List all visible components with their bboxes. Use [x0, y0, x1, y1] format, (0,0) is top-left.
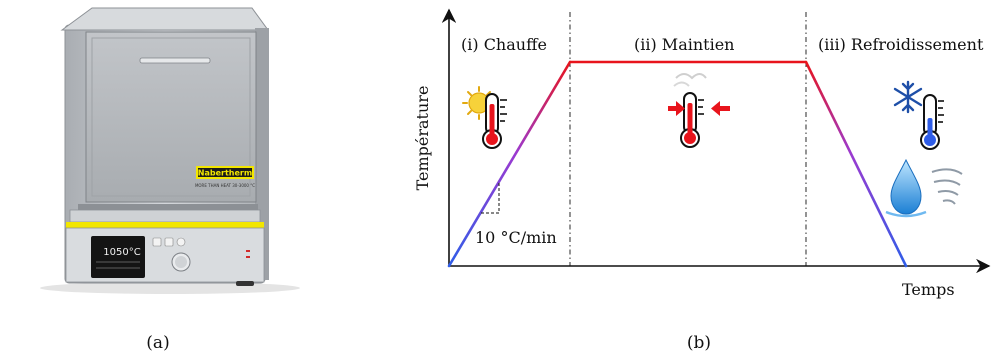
control-button	[176, 237, 186, 247]
slope-indicator	[481, 183, 500, 214]
brand-text: Nabertherm	[198, 169, 252, 178]
door-handle	[139, 57, 211, 64]
rate-label: 10 °C/min	[475, 228, 557, 247]
cooling-ramp	[804, 60, 908, 268]
x-axis-label: Temps	[902, 280, 955, 299]
caption-b: (b)	[687, 333, 711, 353]
brand-tagline: MORE THAN HEAT 30-3000 °C	[195, 183, 255, 188]
hold-thermometer-icon	[668, 73, 730, 148]
heating-ramp	[447, 60, 572, 268]
accent-stripe	[66, 222, 264, 228]
sun-thermometer-icon	[462, 86, 507, 149]
snow-thermometer-icon	[893, 80, 944, 150]
controller-display	[91, 236, 145, 278]
phase-label-holding: (ii) Maintien	[634, 35, 734, 54]
phase-label-cooling: (iii) Refroidissement	[818, 35, 984, 54]
furnace-photo: Nabertherm MORE THAN HEAT 30-3000 °C 105…	[40, 7, 300, 294]
caption-a: (a)	[146, 333, 169, 353]
control-button	[164, 237, 174, 247]
control-button	[152, 237, 162, 247]
water-wind-icon	[885, 158, 963, 218]
y-axis-label: Température	[413, 86, 432, 191]
phase-label-heating: (i) Chauffe	[461, 35, 547, 54]
display-value: 1050°C	[103, 247, 140, 258]
